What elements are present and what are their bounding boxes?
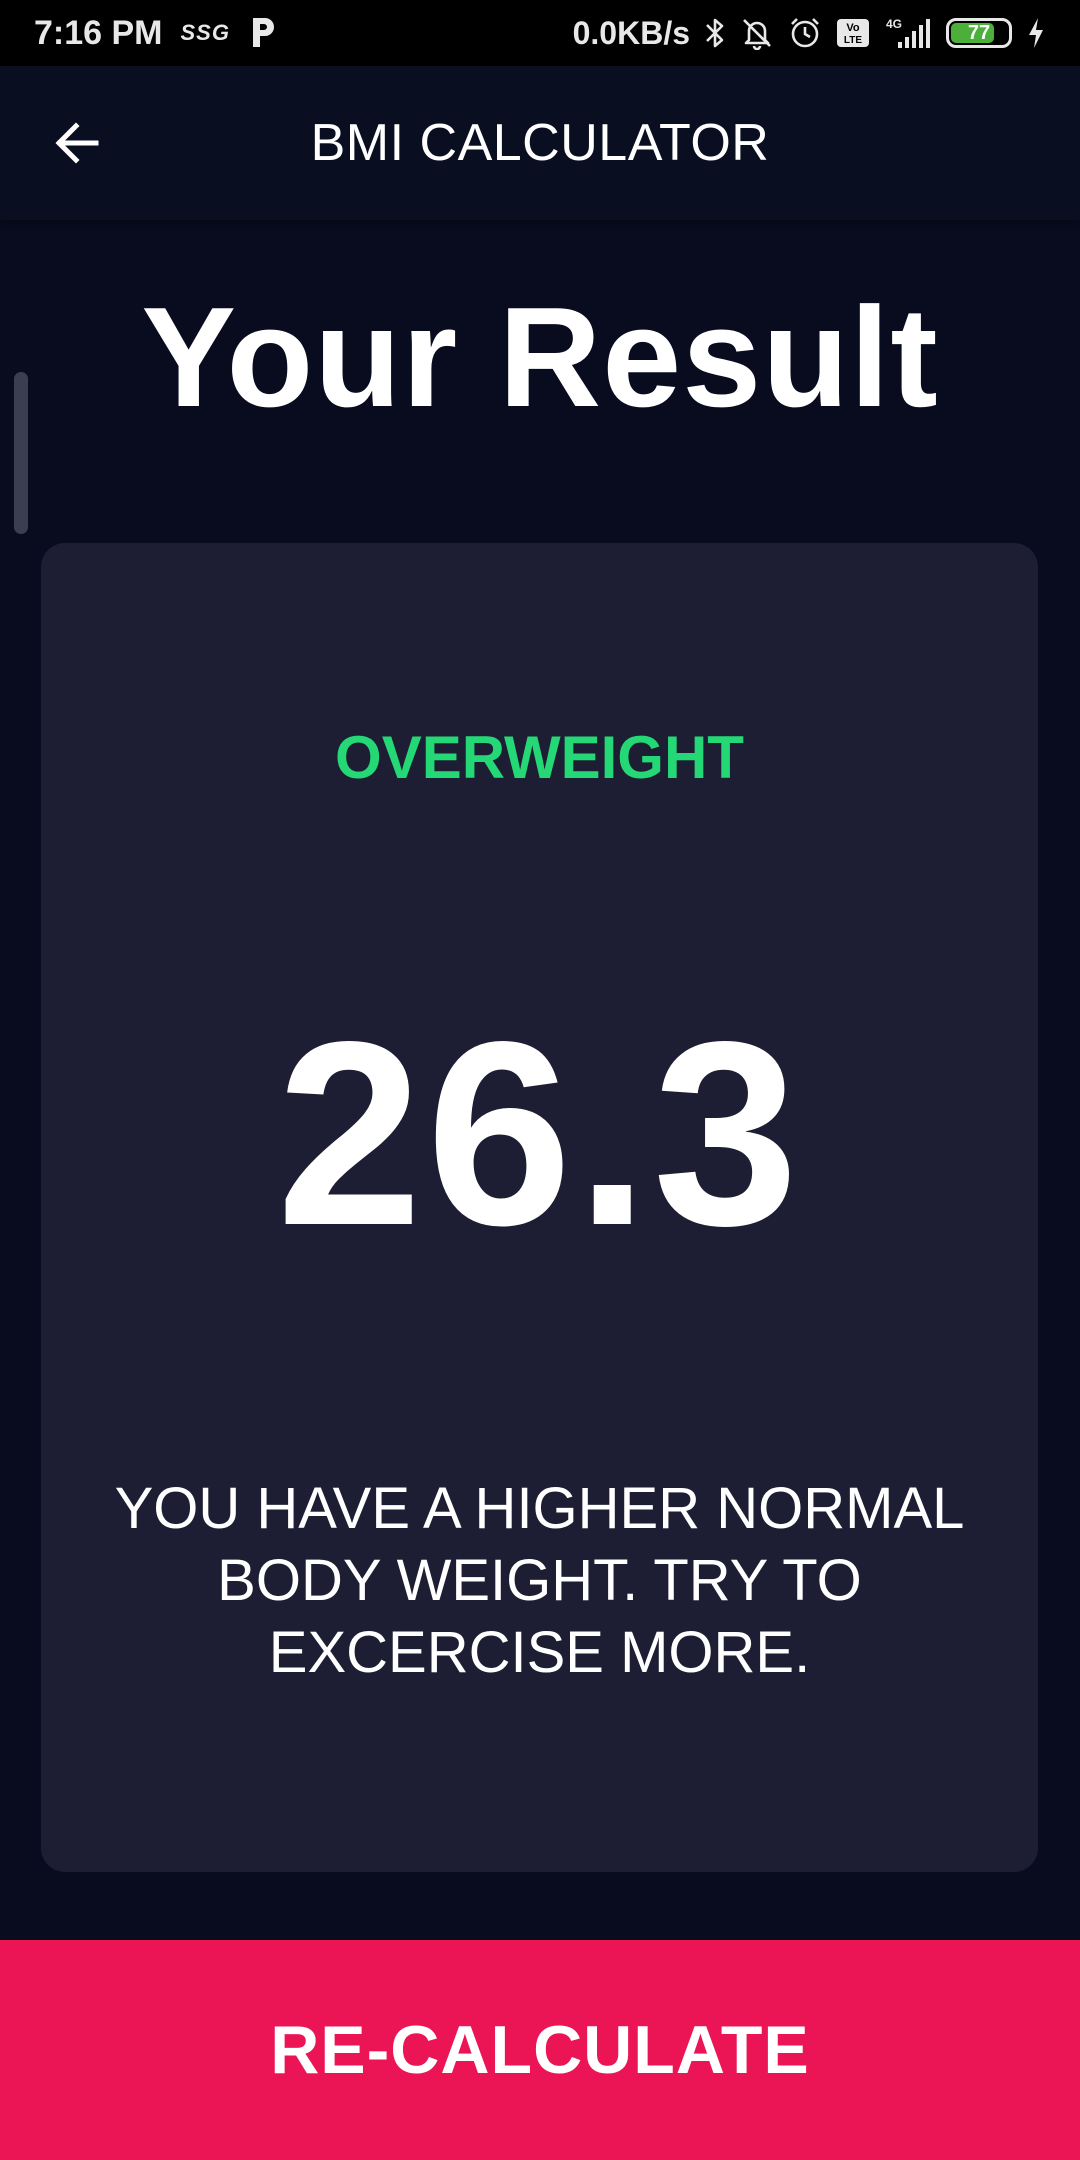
battery-level: 77 [967, 21, 991, 44]
battery-fill [951, 23, 995, 43]
back-button[interactable] [40, 106, 114, 180]
recalculate-label: RE-CALCULATE [270, 2012, 810, 2088]
arrow-left-icon [55, 122, 99, 164]
bmi-advice: YOU HAVE A HIGHER NORMAL BODY WEIGHT. TR… [114, 1476, 965, 1685]
app-title: BMI CALCULATOR [310, 114, 770, 172]
scrollbar[interactable] [14, 372, 28, 534]
svg-text:LTE: LTE [844, 35, 862, 46]
battery-icon: 77 [946, 18, 1012, 48]
status-left: 7:16 PM SSG [34, 14, 278, 53]
svg-text:Vo: Vo [846, 22, 860, 34]
svg-text:4G: 4G [886, 17, 902, 31]
network-speed: 0.0KB/s [572, 14, 690, 51]
status-bar: 7:16 PM SSG 0.0KB/s [0, 0, 1080, 66]
recalculate-button[interactable]: RE-CALCULATE [0, 1940, 1080, 2160]
mute-icon [740, 16, 774, 50]
status-time: 7:16 PM [34, 13, 163, 52]
bmi-category: OVERWEIGHT [335, 724, 744, 791]
p-app-icon [248, 16, 278, 50]
bmi-value: 26.3 [276, 987, 803, 1280]
page-title: Your Result [141, 278, 939, 437]
status-carrier: SSG [180, 20, 230, 45]
app-bar: BMI CALCULATOR [0, 66, 1080, 220]
volte-icon: Vo LTE [836, 18, 870, 48]
result-card: OVERWEIGHT 26.3 YOU HAVE A HIGHER NORMAL… [41, 543, 1038, 1872]
status-right: 0.0KB/s [573, 15, 1046, 52]
charging-icon [1026, 16, 1046, 50]
signal-icon: 4G [884, 16, 932, 50]
bluetooth-icon [704, 16, 726, 50]
alarm-icon [788, 16, 822, 50]
